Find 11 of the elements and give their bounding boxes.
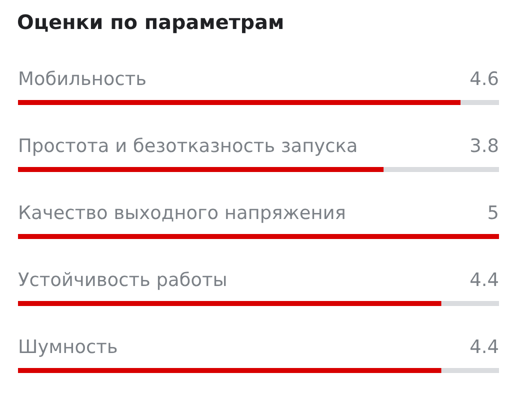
chart-title: Оценки по параметрам <box>18 14 283 34</box>
data-label: 5 <box>488 206 498 220</box>
y-tick-label: Шумность <box>20 340 117 357</box>
data-label: 4.6 <box>470 71 498 86</box>
y-tick-label: Качество выходного напряжения <box>20 206 344 223</box>
data-label: 3.8 <box>471 138 498 152</box>
y-tick-label: Простота и безотказность запуска <box>20 138 356 156</box>
data-label: 4.4 <box>470 340 498 353</box>
data-label: 4.4 <box>470 272 498 286</box>
y-tick-label: Мобильность <box>20 70 146 86</box>
y-tick-label: Устойчивость работы <box>18 272 226 290</box>
